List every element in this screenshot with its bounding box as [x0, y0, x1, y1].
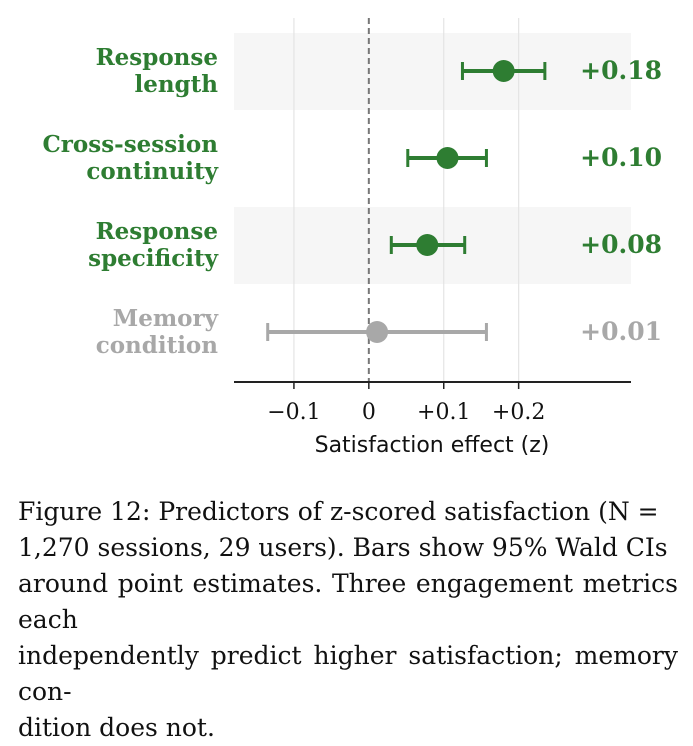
- x-axis-label: Satisfaction effect (z): [315, 433, 550, 458]
- row-label: Memory: [113, 305, 219, 332]
- x-tick-label: −0.1: [267, 400, 320, 425]
- value-label: +0.18: [580, 56, 662, 85]
- caption-line: dition does not.: [18, 713, 215, 742]
- row-label: Cross-session: [43, 131, 219, 158]
- row-label: condition: [96, 332, 219, 359]
- row-label: specificity: [88, 245, 218, 272]
- caption-line: independently predict higher satisfactio…: [18, 641, 678, 706]
- figure-caption: Figure 12: Predictors of z-scored satisf…: [18, 494, 678, 746]
- x-tick-label: +0.1: [417, 400, 470, 425]
- row-label: Response: [96, 44, 218, 71]
- caption-line: around point estimates. Three engagement…: [18, 569, 678, 634]
- point-estimate: [416, 234, 439, 256]
- caption-line: Figure 12: Predictors of z-scored satisf…: [18, 497, 659, 526]
- row-label: continuity: [86, 158, 218, 185]
- point-estimate: [436, 147, 459, 169]
- value-label: +0.01: [580, 317, 662, 346]
- row-band: [234, 33, 631, 110]
- caption-line: 1,270 sessions, 29 users). Bars show 95%…: [18, 533, 668, 562]
- x-tick-label: 0: [362, 400, 376, 425]
- value-label: +0.10: [580, 143, 662, 172]
- row-label: Response: [96, 218, 218, 245]
- point-estimate: [492, 60, 515, 82]
- point-estimate: [366, 321, 389, 343]
- row-label: length: [134, 71, 218, 98]
- x-tick-label: +0.2: [492, 400, 545, 425]
- value-label: +0.08: [580, 230, 662, 259]
